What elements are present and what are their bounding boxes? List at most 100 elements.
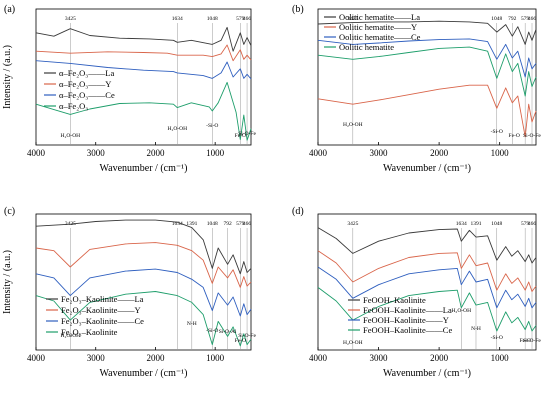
panel-letter: (d) — [292, 206, 304, 217]
peak-label: 3425 — [65, 16, 76, 22]
annotation-label: N-H — [187, 321, 197, 327]
annotation-label: Si-O-Fe — [238, 131, 256, 137]
annotation-label: Si-O-Fe — [523, 338, 541, 344]
peak-label: 3425 — [347, 221, 358, 227]
legend-entry: Oolitic hematite — [339, 42, 394, 52]
legend-entry: Fe₂O₃–Kaolinite——Ce — [61, 316, 144, 326]
series-line — [317, 20, 537, 45]
annotation-label: -Si-O — [491, 129, 503, 135]
peak-label: 466 — [243, 16, 252, 22]
peak-label: 1391 — [186, 221, 197, 227]
series-line — [317, 227, 537, 264]
series-line — [35, 219, 252, 275]
plot-frame — [317, 213, 537, 351]
series-line — [35, 81, 252, 141]
x-tick-label: 2000 — [430, 148, 449, 158]
legend-entry: FeOOH–Kaolinite——Y — [363, 315, 449, 325]
x-tick-label: 2000 — [430, 353, 449, 363]
x-tick-label: 4000 — [27, 353, 46, 363]
plot-frame — [35, 8, 252, 146]
x-tick-label: 1000 — [491, 148, 510, 158]
legend-entry: Oolitic hematite——La — [339, 12, 420, 22]
annotation-label: Si-O-Fe — [238, 333, 256, 339]
annotation-label: H₂O-OH — [61, 133, 81, 139]
legend-entry: Fe₂O₃–Kaolinite——Y — [61, 305, 141, 315]
annotation-label: H₂O-OH — [343, 340, 363, 346]
peak-label: 1048 — [207, 16, 218, 22]
peak-label: 1391 — [470, 221, 481, 227]
x-tick-label: 2000 — [146, 353, 165, 363]
series-line — [35, 268, 252, 317]
annotation-label: N-H — [471, 326, 481, 332]
legend-entry: Oolitic hematite——Ce — [339, 32, 421, 42]
peak-label: 1048 — [491, 221, 502, 227]
x-tick-label: 1000 — [206, 353, 225, 363]
legend-entry: Fe₂O₃–Kaolinite — [61, 327, 118, 337]
panel-letter: (a) — [4, 4, 15, 15]
series-line — [317, 46, 537, 97]
legend-entry: Fe₂O₃–Kaolinite——La — [61, 294, 144, 304]
x-tick-label: 1000 — [491, 353, 510, 363]
annotation-label: H₂O-OH — [61, 333, 81, 339]
annotation-label: H₂O-OH — [343, 122, 363, 128]
legend-entry: α–Fe₂O₃——Ce — [59, 90, 115, 100]
peak-label: 792 — [508, 16, 517, 22]
annotation-label: Fe-O — [235, 338, 246, 344]
x-tick-label: 1000 — [206, 148, 225, 158]
annotation-label: Fe-O — [509, 133, 520, 139]
x-tick-label: 4000 — [27, 148, 46, 158]
x-tick-label: 3000 — [87, 148, 106, 158]
legend-entry: FeOOH–Kaolinite — [363, 295, 426, 305]
peak-label: 579 — [521, 221, 530, 227]
annotation-label: -Si-O — [491, 335, 503, 341]
peak-label: 579 — [236, 16, 245, 22]
annotation-label: Si-O-Fe — [523, 133, 541, 139]
x-tick-label: 3000 — [370, 148, 389, 158]
x-axis-title: Wavenumber / (cm⁻¹) — [100, 163, 188, 174]
panel-letter: (c) — [4, 206, 15, 217]
peak-label: 792 — [223, 221, 232, 227]
y-axis-title: Intensity / (a.u.) — [2, 45, 13, 109]
legend-entry: FeOOH–Kaolinite——La — [363, 305, 452, 315]
series-line — [35, 291, 252, 347]
series-line — [35, 242, 252, 288]
annotation-label: Fe-O — [235, 133, 246, 139]
series-line — [317, 250, 537, 292]
x-tick-label: 4000 — [309, 353, 328, 363]
annotation-label: -Si-O — [206, 123, 218, 129]
series-line — [317, 38, 537, 78]
x-tick-label: 2000 — [146, 148, 165, 158]
series-line — [317, 84, 537, 138]
peak-label: 466 — [528, 221, 537, 227]
legend-entry: FeOOH–Kaolinite——Ce — [363, 325, 452, 335]
x-axis-title: Wavenumber / (cm⁻¹) — [383, 368, 471, 379]
peak-label: 466 — [528, 16, 537, 22]
annotation-label: H₂O-OH — [167, 126, 187, 132]
x-axis-title: Wavenumber / (cm⁻¹) — [100, 368, 188, 379]
peak-label: 1634 — [456, 221, 467, 227]
peak-label: 579 — [521, 16, 530, 22]
peak-label: 3425 — [347, 16, 358, 22]
peak-label: 466 — [243, 221, 252, 227]
y-axis-title: Intensity / (a.u.) — [2, 250, 13, 314]
legend-entry: Oolitic hematite——Y — [339, 22, 417, 32]
annotation-label: Si-O-Al — [219, 329, 237, 335]
legend-entry: α–Fe₂O₃——Y — [59, 79, 111, 89]
peak-label: 1048 — [491, 16, 502, 22]
x-tick-label: 3000 — [370, 353, 389, 363]
series-line — [317, 266, 537, 309]
x-tick-label: 4000 — [309, 148, 328, 158]
legend-entry: α–Fe₂O₃ — [59, 101, 88, 111]
x-axis-title: Wavenumber / (cm⁻¹) — [383, 163, 471, 174]
x-tick-label: 3000 — [87, 353, 106, 363]
annotation-label: Fe-O — [520, 338, 531, 344]
panel-letter: (b) — [292, 4, 304, 15]
series-line — [317, 287, 537, 332]
series-line — [35, 44, 252, 62]
peak-label: 1634 — [172, 221, 183, 227]
series-line — [35, 26, 252, 52]
legend-entry: α–Fe₂O₃——La — [59, 68, 114, 78]
annotation-label: H₂O-OH — [451, 308, 471, 314]
annotation-label: -Si-O — [206, 328, 218, 334]
